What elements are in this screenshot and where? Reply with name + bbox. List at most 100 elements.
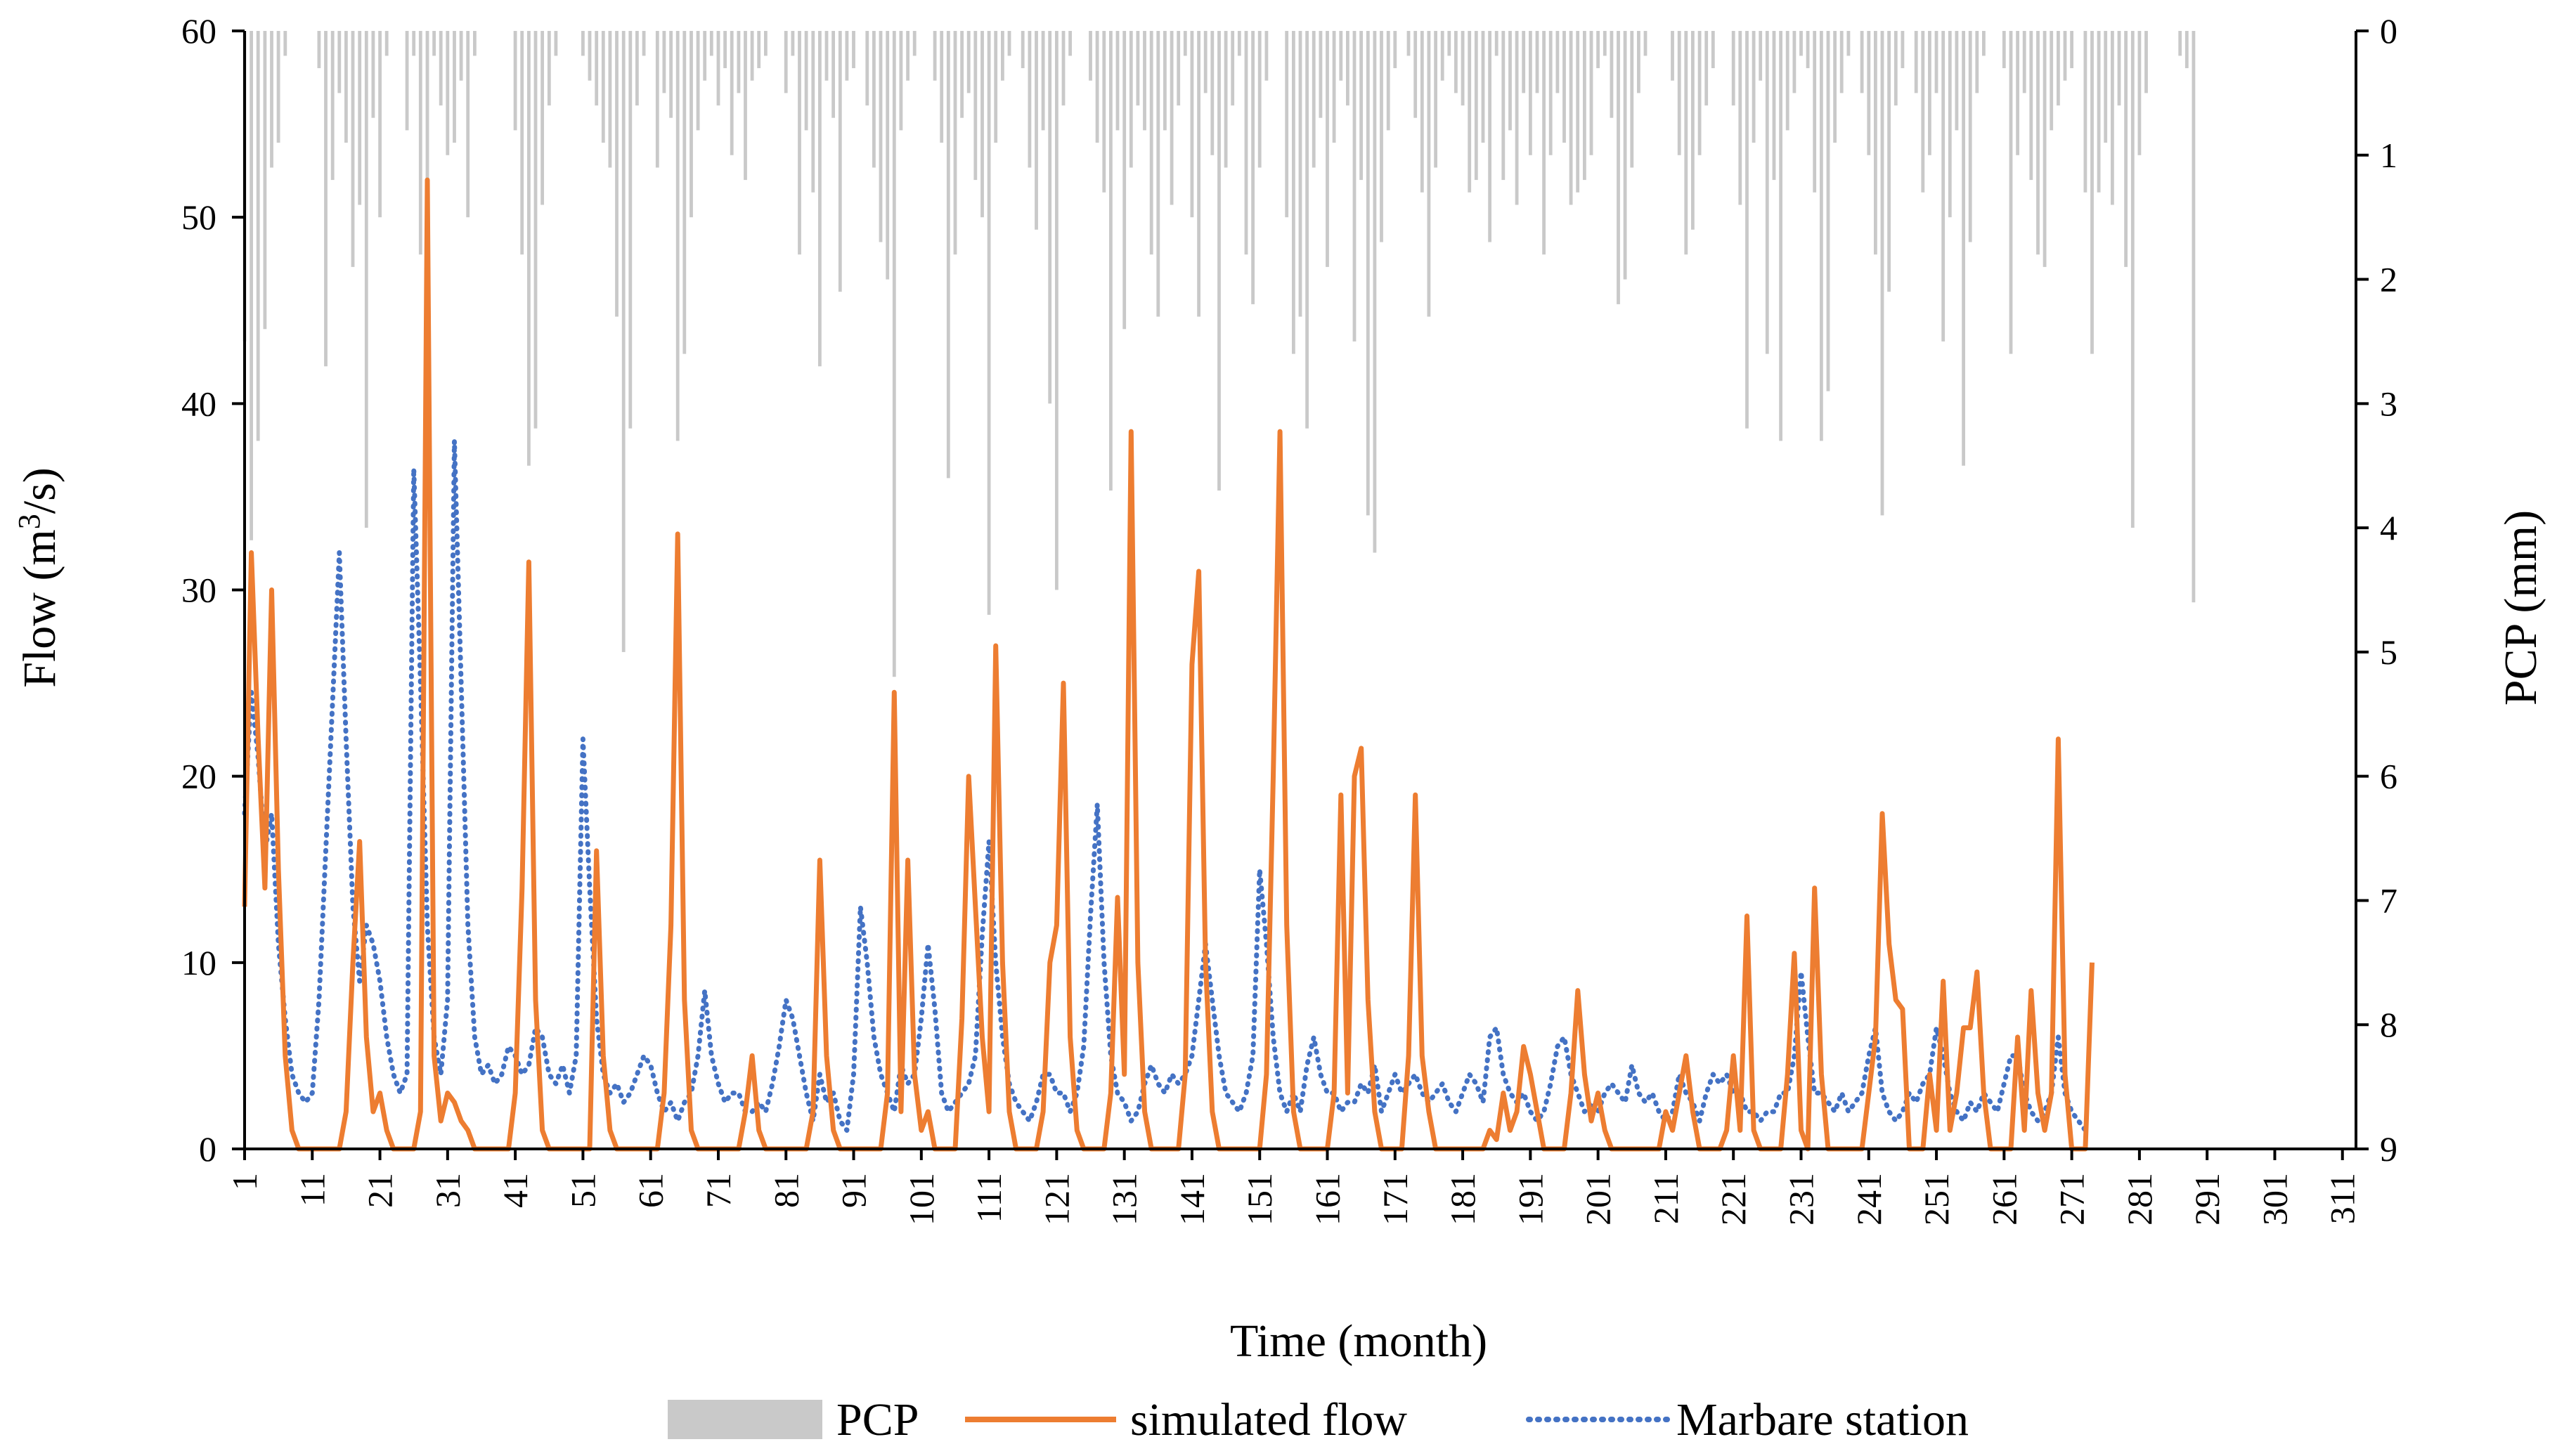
pcp-bar [2192, 31, 2196, 603]
x-tick-label: 111 [969, 1173, 1009, 1223]
pcp-bar [1170, 31, 1174, 205]
pcp-bar [696, 31, 700, 131]
pcp-bar [466, 31, 470, 218]
pcp-bar [1224, 31, 1228, 168]
pcp-bar [1826, 31, 1830, 391]
y-tick-label: 20 [181, 757, 216, 796]
pcp-bar [1339, 31, 1343, 81]
pcp-bar [716, 31, 720, 106]
pcp-bar [1474, 31, 1478, 181]
pcp-bar [1603, 31, 1607, 56]
pcp-bar [256, 31, 260, 441]
pcp-bar [1197, 31, 1200, 317]
pcp-bar [1596, 31, 1600, 68]
pcp-bar [655, 31, 659, 168]
pcp-bar [980, 31, 984, 218]
pcp-bar [906, 31, 909, 81]
pcp-bar [1765, 31, 1769, 354]
x-tick-label: 141 [1172, 1173, 1212, 1226]
pcp-bar [547, 31, 551, 106]
pcp-bar [1779, 31, 1782, 441]
y2-tick-label: 7 [2380, 880, 2397, 920]
pcp-bar [1894, 31, 1898, 106]
legend: PCP simulated flow Marbare station [668, 1394, 1969, 1445]
pcp-bar [1217, 31, 1221, 491]
pcp-bar [940, 31, 944, 143]
pcp-bar [744, 31, 747, 181]
series-marbare-station [242, 438, 2088, 1133]
pcp-bar [1089, 31, 1092, 81]
pcp-bar [1799, 31, 1803, 56]
x-tick-label: 191 [1510, 1173, 1550, 1226]
pcp-bar [1914, 31, 1918, 93]
pcp-bar [1292, 31, 1295, 354]
pcp-bars [242, 31, 2196, 677]
pcp-bar [1813, 31, 1817, 193]
pcp-bar [1380, 31, 1383, 242]
pcp-bar [1326, 31, 1329, 267]
x-tick-label: 221 [1714, 1173, 1753, 1226]
pcp-bar [1447, 31, 1451, 56]
x-tick-label: 91 [834, 1173, 874, 1208]
y2-tick-label: 8 [2380, 1005, 2397, 1044]
pcp-bar [1522, 31, 1526, 93]
pcp-bar [1109, 31, 1113, 491]
pcp-bar [2057, 31, 2060, 106]
y-tick-label: 30 [181, 571, 216, 610]
series-simulated-flow [242, 177, 2095, 1152]
pcp-bar [2029, 31, 2033, 181]
pcp-bar [1373, 31, 1377, 553]
pcp-bar [2124, 31, 2128, 267]
pcp-bar [1461, 31, 1465, 106]
y2-tick-label: 9 [2380, 1129, 2397, 1169]
pcp-bar [1982, 31, 1986, 56]
pcp-bar [1149, 31, 1153, 255]
y2-tick-label: 2 [2380, 260, 2397, 299]
pcp-bar [384, 31, 389, 56]
pcp-bar [1677, 31, 1681, 155]
pcp-bar [1684, 31, 1688, 255]
pcp-bar [2111, 31, 2114, 205]
pcp-bar [1623, 31, 1627, 280]
pcp-bar [709, 31, 713, 56]
pcp-bar [1203, 31, 1208, 93]
pcp-bar [1759, 31, 1763, 81]
pcp-bar [1569, 31, 1573, 205]
pcp-bar [1792, 31, 1797, 93]
pcp-bar [621, 31, 626, 652]
pcp-bar [405, 31, 409, 131]
y2-axis-title: PCP (mm) [2495, 510, 2546, 706]
pcp-bar [1941, 31, 1946, 342]
x-tick-label: 81 [766, 1173, 805, 1208]
pcp-bar [791, 31, 795, 56]
pcp-bar [581, 31, 585, 56]
pcp-bar [270, 31, 273, 168]
pcp-bar [960, 31, 964, 118]
pcp-bar [351, 31, 355, 267]
pcp-bar [1576, 31, 1580, 193]
pcp-bar [628, 31, 633, 429]
pcp-bar [1440, 31, 1444, 81]
x-tick-label: 271 [2052, 1173, 2092, 1226]
pcp-bar [554, 31, 558, 56]
pcp-bar [1691, 31, 1695, 230]
pcp-bar [2043, 31, 2047, 267]
pcp-bar [946, 31, 950, 479]
flow-lines [242, 177, 2095, 1152]
pcp-bar [1231, 31, 1235, 106]
pcp-bar [892, 31, 896, 677]
pcp-bar [615, 31, 619, 317]
y-tick-label: 50 [181, 197, 216, 237]
pcp-bar [1346, 31, 1349, 106]
pcp-bar [1962, 31, 1965, 466]
x-tick-label: 41 [496, 1173, 535, 1208]
pcp-bar [2184, 31, 2189, 68]
pcp-bar [953, 31, 957, 255]
pcp-bar [757, 31, 761, 68]
pcp-bar [1163, 31, 1167, 131]
pcp-bar [358, 31, 362, 205]
pcp-bar [1704, 31, 1709, 106]
pcp-bar [899, 31, 903, 131]
pcp-bar [588, 31, 592, 81]
pcp-bar [1887, 31, 1891, 292]
